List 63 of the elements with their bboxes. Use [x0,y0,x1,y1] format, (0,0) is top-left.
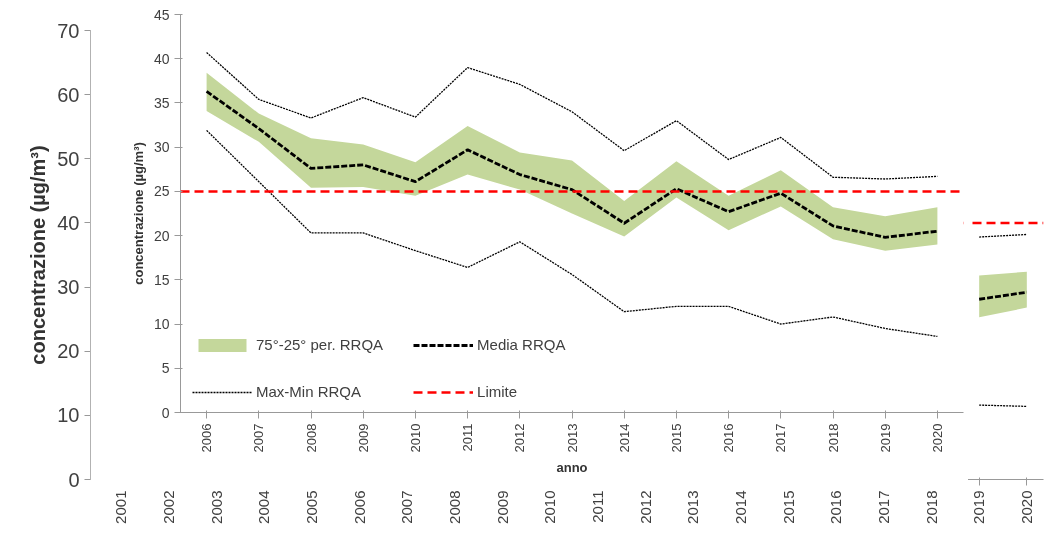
y-tick-label: 5 [161,360,170,377]
y-tick-label: 0 [68,468,80,491]
y-tick-label: 45 [153,6,170,23]
line-series [205,51,939,180]
x-tick-label: 2007 [251,423,267,453]
x-tick-label: 2010 [407,423,423,453]
x-tick-label: 2011 [460,423,476,452]
y-tick-label: 50 [57,147,80,170]
y-tick-label: 20 [153,227,170,244]
legend-label: Media RRQA [477,336,566,353]
y-tick-label: 10 [57,404,80,427]
x-tick-label: 2018 [825,423,841,453]
x-axis-title: anno [556,460,588,476]
x-tick-label: 2014 [731,490,749,524]
legend-label: Max-Min RRQA [256,383,362,400]
x-tick-label: 2013 [564,423,580,453]
line-series [205,90,939,239]
x-tick-label: 2001 [112,490,130,524]
y-tick-label: 30 [57,276,80,299]
y-tick-label: 35 [153,94,170,111]
x-tick-label: 2012 [636,490,654,524]
x-tick-label: 2009 [493,490,511,524]
y-axis-title: concentrazione (µg/m³) [130,142,146,285]
x-tick-label: 2013 [684,490,702,524]
x-tick-label: 2009 [355,423,371,453]
y-tick-label: 30 [153,139,170,156]
x-tick-label: 2016 [721,423,737,453]
x-tick-label: 2007 [398,490,416,524]
y-tick-label: 70 [57,19,80,42]
x-tick-label: 2011 [588,490,606,523]
y-tick-label: 15 [153,271,170,288]
y-tick-label: 0 [161,404,170,421]
line-series [205,129,939,338]
x-tick-label: 2020 [1017,490,1035,524]
x-tick-label: 2016 [827,490,845,524]
y-tick-label: 60 [57,83,80,106]
x-tick-label: 2019 [970,490,988,524]
y-tick-label: 10 [153,316,170,333]
x-tick-label: 2008 [303,423,319,453]
x-tick-label: 2019 [877,423,893,453]
x-tick-label: 2006 [199,423,215,453]
legend-label: Limite [477,383,518,400]
legend-label: 75°-25° per. RRQA [256,336,384,353]
y-tick-label: 40 [153,50,170,67]
x-tick-label: 2020 [929,423,945,453]
x-tick-label: 2004 [255,490,273,524]
x-tick-label: 2018 [922,490,940,524]
y-tick-label: 20 [57,340,80,363]
x-tick-label: 2003 [207,490,225,524]
x-tick-label: 2008 [446,490,464,524]
x-tick-label: 2017 [874,490,892,524]
x-tick-label: 2015 [779,490,797,524]
y-tick-label: 40 [57,211,80,234]
x-tick-label: 2014 [616,423,632,453]
x-tick-label: 2010 [541,490,559,524]
x-tick-label: 2002 [160,490,178,524]
y-axis-title: concentrazione (µg/m³) [27,145,50,365]
x-tick-label: 2017 [773,423,789,453]
y-tick-label: 25 [153,183,170,200]
x-tick-label: 2015 [668,423,684,453]
x-tick-label: 2006 [350,490,368,524]
x-tick-label: 2005 [303,490,321,524]
x-tick-label: 2012 [512,423,528,453]
